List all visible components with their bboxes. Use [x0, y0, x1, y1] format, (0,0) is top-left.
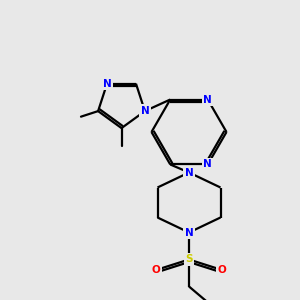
Text: O: O: [152, 265, 160, 275]
Text: N: N: [140, 106, 149, 116]
Text: N: N: [203, 94, 212, 104]
Text: N: N: [184, 167, 194, 178]
Text: N: N: [184, 227, 194, 238]
Text: O: O: [218, 265, 226, 275]
Text: N: N: [103, 79, 111, 88]
Text: N: N: [203, 160, 212, 170]
Text: S: S: [185, 254, 193, 265]
